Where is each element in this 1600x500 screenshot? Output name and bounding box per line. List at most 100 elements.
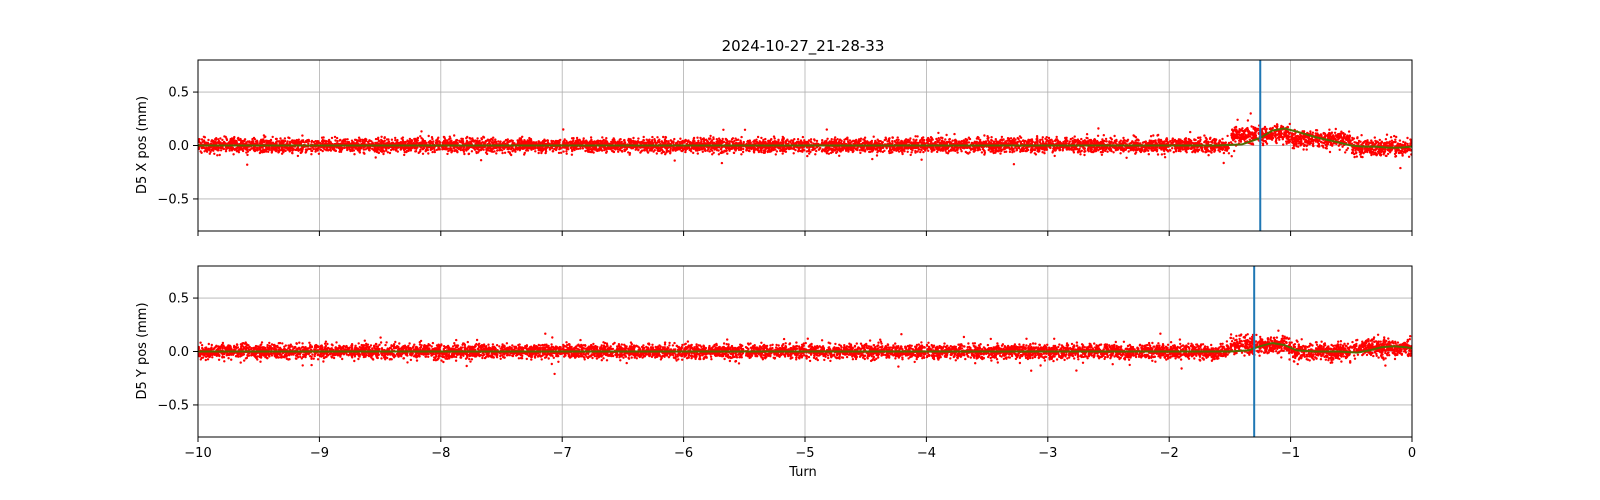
scatter-point: [312, 147, 315, 151]
scatter-point: [258, 151, 262, 155]
scatter-point: [223, 141, 226, 144]
scatter-point: [711, 153, 714, 156]
scatter-point: [481, 146, 484, 149]
scatter-point: [403, 153, 406, 157]
scatter-point: [326, 148, 329, 151]
scatter-point: [672, 146, 676, 150]
scatter-point: [501, 151, 504, 155]
scatter-point: [608, 147, 612, 151]
scatter-point: [503, 151, 507, 154]
scatter-point: [953, 132, 956, 136]
scatter-point: [283, 146, 286, 149]
scatter-point: [288, 141, 291, 144]
scatter-point: [757, 149, 760, 152]
scatter-point: [380, 140, 383, 143]
scatter-point: [214, 138, 218, 141]
scatter-point: [687, 140, 690, 143]
scatter-point: [883, 138, 886, 142]
scatter-point: [825, 128, 828, 131]
scatter-point: [295, 142, 299, 145]
scatter-point: [717, 137, 721, 140]
scatter-point: [683, 147, 686, 150]
scatter-point: [874, 148, 878, 151]
scatter-point: [352, 146, 355, 149]
scatter-point: [770, 142, 773, 145]
scatter-point: [597, 141, 600, 144]
scatter-point: [427, 134, 430, 138]
scatter-point: [791, 147, 794, 150]
scatter-point: [245, 151, 248, 154]
scatter-point: [506, 141, 509, 144]
scatter-point: [742, 147, 745, 151]
scatter-point: [318, 141, 322, 145]
scatter-point: [700, 148, 703, 151]
scatter-point: [628, 139, 632, 142]
scatter-point: [479, 159, 483, 162]
scatter-point: [971, 141, 974, 145]
scatter-point: [301, 134, 304, 137]
scatter-point: [541, 139, 545, 143]
scatter-point: [854, 148, 858, 151]
scatter-point: [202, 135, 206, 138]
scatter-point: [669, 152, 672, 155]
scatter-point: [920, 148, 923, 152]
scatter-point: [462, 150, 466, 153]
scatter-point: [408, 147, 411, 150]
scatter-point: [401, 139, 405, 142]
scatter-point: [449, 149, 452, 152]
scatter-point: [525, 149, 528, 152]
scatter-point: [548, 146, 551, 150]
scatter-point: [471, 139, 474, 142]
scatter-point: [764, 150, 767, 153]
scatter-point: [747, 149, 750, 152]
scatter-point: [237, 136, 240, 140]
scatter-point: [394, 142, 397, 145]
scatter-point: [535, 141, 538, 144]
scatter-point: [396, 138, 399, 142]
scatter-point: [961, 140, 964, 143]
scatter-point: [926, 147, 929, 150]
scatter-point: [945, 141, 948, 145]
scatter-point: [919, 150, 922, 154]
scatter-point: [794, 141, 798, 145]
scatter-point: [871, 157, 874, 161]
scatter-point: [648, 138, 651, 142]
scatter-point: [208, 152, 211, 155]
scatter-point: [636, 141, 640, 144]
scatter-point: [706, 149, 709, 152]
scatter-point: [384, 146, 388, 150]
scatter-point: [577, 147, 580, 150]
scatter-point: [849, 148, 853, 152]
scatter-point: [346, 148, 349, 152]
scatter-point: [739, 139, 742, 142]
scatter-point: [967, 152, 970, 155]
scatter-point: [446, 152, 449, 156]
scatter-point: [351, 142, 354, 145]
scatter-point: [728, 142, 731, 145]
scatter-point: [407, 149, 410, 153]
scatter-point: [773, 137, 776, 140]
scatter-point: [268, 148, 271, 151]
scatter-point: [454, 141, 458, 144]
scatter-point: [218, 153, 221, 157]
scatter-point: [228, 147, 231, 150]
scatter-point: [381, 148, 384, 151]
scatter-point: [815, 149, 818, 153]
scatter-point: [281, 150, 285, 153]
scatter-point: [588, 150, 592, 154]
scatter-point: [597, 149, 601, 152]
scatter-point: [388, 151, 392, 155]
scatter-point: [409, 149, 413, 152]
scatter-point: [486, 138, 490, 141]
scatter-point: [820, 149, 824, 153]
scatter-point: [523, 153, 526, 156]
scatter-point: [424, 148, 428, 152]
scatter-point: [821, 139, 824, 142]
scatter-point: [261, 140, 264, 144]
scatter-point: [911, 149, 914, 152]
scatter-point: [620, 146, 623, 149]
scatter-point: [562, 150, 565, 153]
scatter-point: [291, 151, 294, 155]
scatter-point: [271, 135, 274, 139]
